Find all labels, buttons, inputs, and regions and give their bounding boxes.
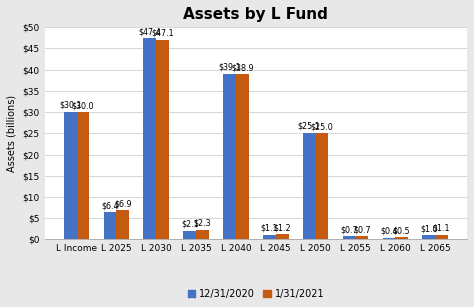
Text: $0.7: $0.7 — [340, 225, 358, 234]
Legend: 12/31/2020, 1/31/2021: 12/31/2020, 1/31/2021 — [183, 285, 328, 302]
Text: $1.1: $1.1 — [261, 224, 278, 233]
Text: $2.1: $2.1 — [181, 220, 199, 228]
Text: $2.3: $2.3 — [194, 219, 211, 227]
Bar — [183, 231, 196, 239]
Text: $1.0: $1.0 — [420, 224, 438, 233]
Text: $38.9: $38.9 — [231, 63, 254, 72]
Bar — [435, 235, 448, 239]
Bar — [395, 237, 408, 239]
Text: $30.1: $30.1 — [59, 101, 82, 110]
Text: $1.2: $1.2 — [273, 223, 291, 232]
Bar — [156, 40, 169, 239]
Title: Assets by L Fund: Assets by L Fund — [183, 7, 328, 22]
Bar — [104, 212, 117, 239]
Text: $25.1: $25.1 — [298, 122, 320, 131]
Bar — [223, 74, 236, 239]
Bar — [383, 238, 395, 239]
Text: $47.4: $47.4 — [138, 27, 161, 36]
Text: $47.1: $47.1 — [151, 29, 174, 37]
Bar — [303, 133, 316, 239]
Bar — [196, 230, 209, 239]
Y-axis label: Assets (billions): Assets (billions) — [7, 95, 17, 172]
Bar — [356, 236, 368, 239]
Text: $6.9: $6.9 — [114, 199, 132, 208]
Text: $0.5: $0.5 — [393, 226, 410, 235]
Text: $1.1: $1.1 — [433, 224, 450, 233]
Bar — [236, 74, 249, 239]
Bar — [422, 235, 435, 239]
Bar — [117, 210, 129, 239]
Bar — [144, 38, 156, 239]
Text: $25.0: $25.0 — [310, 122, 333, 131]
Text: $6.4: $6.4 — [101, 201, 119, 210]
Bar — [343, 236, 356, 239]
Bar — [263, 235, 276, 239]
Bar — [77, 112, 89, 239]
Text: $0.4: $0.4 — [380, 227, 398, 236]
Bar — [64, 112, 77, 239]
Text: $0.7: $0.7 — [353, 225, 371, 234]
Text: $39.1: $39.1 — [218, 62, 241, 72]
Bar — [316, 133, 328, 239]
Bar — [276, 234, 289, 239]
Text: $30.0: $30.0 — [72, 101, 94, 110]
